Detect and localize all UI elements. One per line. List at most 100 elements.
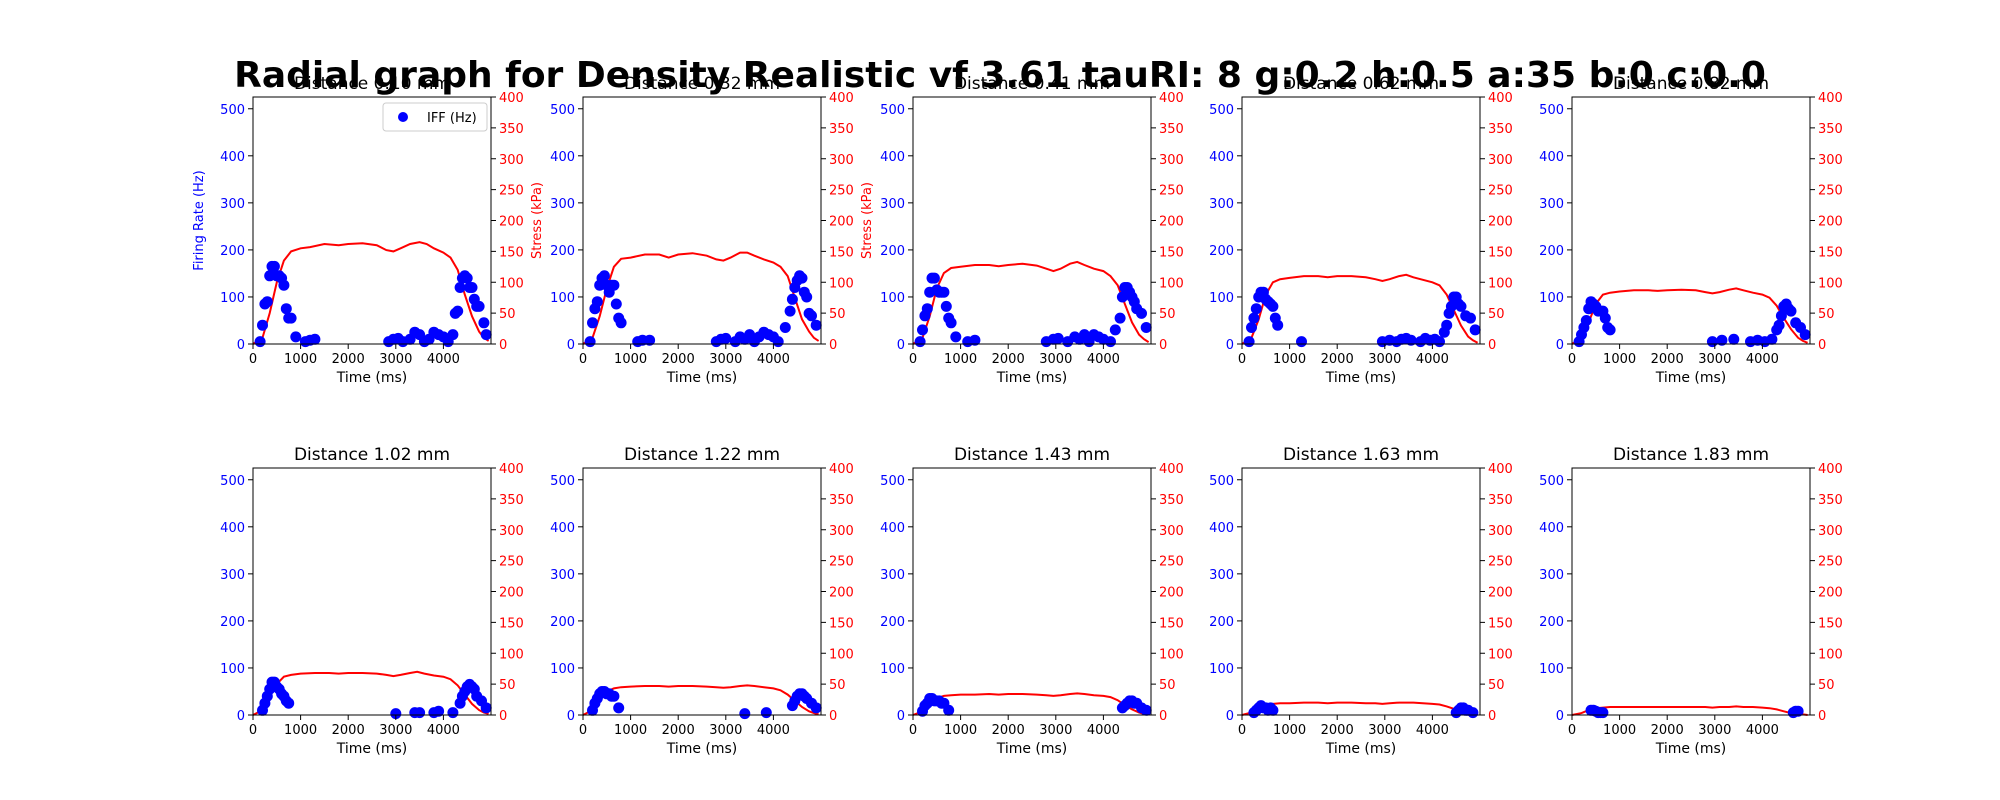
iff-point	[1136, 307, 1147, 319]
iff-point	[1296, 336, 1307, 348]
y-tick-label: 500	[880, 474, 905, 489]
axes-frame	[1571, 96, 1811, 345]
legend-box	[382, 102, 488, 132]
iff-point	[1773, 319, 1785, 331]
y2-tick-label: 400	[499, 462, 524, 477]
legend-marker	[398, 112, 408, 122]
y-tick-label: 0	[897, 709, 905, 724]
iff-point	[480, 329, 492, 341]
y2-tick-label: 250	[499, 555, 524, 570]
iff-point	[1248, 312, 1260, 324]
x-axis-label: Time (ms)	[336, 370, 408, 386]
iff-point	[779, 322, 791, 333]
iff-point	[1785, 305, 1797, 317]
y2-tick-label: 250	[1818, 555, 1843, 570]
y2-tick-label: 0	[1159, 709, 1167, 724]
y2-tick-label: 200	[1488, 586, 1513, 601]
y2-tick-label: 350	[1488, 493, 1513, 508]
iff-point	[1792, 705, 1804, 717]
subplot-3: 0 1000 2000 3000 4000 0 100 200 300 400 500 0 50 100 1…	[880, 74, 1184, 386]
y-tick-label: 400	[550, 521, 575, 536]
x-tick-label: 3000	[379, 723, 412, 738]
x-tick-label: 1000	[944, 723, 977, 738]
iff-point	[801, 291, 813, 303]
stress-line	[1571, 705, 1808, 716]
y2-tick-label: 50	[1488, 678, 1505, 693]
y-tick-label: 400	[1539, 521, 1564, 536]
y2-tick-label: 400	[1488, 91, 1513, 106]
iff-point	[584, 336, 596, 348]
y2-tick-label: 350	[499, 122, 524, 137]
y-tick-label: 100	[550, 662, 575, 677]
y2-tick-label: 250	[1488, 184, 1513, 199]
iff-point	[1728, 333, 1740, 345]
iff-point	[254, 336, 266, 348]
iff-point	[644, 334, 656, 346]
x-tick-label: 1000	[284, 723, 317, 738]
y-tick-label: 300	[1209, 568, 1234, 583]
y-tick-label: 300	[880, 568, 905, 583]
y2-tick-label: 200	[1159, 586, 1184, 601]
iff-point	[615, 317, 627, 329]
y2-axis-label: Stress (kPa)	[860, 182, 875, 259]
y-tick-label: 500	[1209, 103, 1234, 118]
x-tick-label: 4000	[757, 723, 790, 738]
x-tick-label: 3000	[1039, 723, 1072, 738]
x-tick-label: 4000	[427, 352, 460, 367]
y-tick-label: 100	[220, 291, 245, 306]
y-tick-label: 100	[1209, 662, 1234, 677]
x-tick-label: 4000	[1087, 723, 1120, 738]
y2-tick-label: 100	[1818, 276, 1843, 291]
y2-tick-label: 250	[1488, 555, 1513, 570]
y-tick-label: 200	[880, 244, 905, 259]
x-axis-label: Time (ms)	[1655, 741, 1727, 757]
y2-tick-label: 50	[829, 678, 846, 693]
axes-frame	[1241, 467, 1481, 716]
y-tick-label: 500	[550, 474, 575, 489]
iff-point	[447, 329, 459, 341]
iff-point	[928, 272, 940, 284]
x-tick-label: 1000	[614, 723, 647, 738]
iff-point	[1441, 319, 1453, 331]
x-tick-label: 2000	[992, 352, 1025, 367]
y2-tick-label: 0	[1488, 709, 1496, 724]
subplot-title: Distance 0.32 mm	[624, 74, 780, 94]
y-tick-label: 200	[550, 615, 575, 630]
x-tick-label: 4000	[757, 352, 790, 367]
x-tick-label: 0	[1568, 723, 1576, 738]
x-tick-label: 2000	[1321, 352, 1354, 367]
iff-point	[452, 305, 464, 317]
iff-point	[290, 331, 302, 343]
y-tick-label: 500	[1539, 474, 1564, 489]
iff-point	[1267, 300, 1279, 312]
y2-tick-label: 300	[829, 524, 854, 539]
iff-point	[1052, 332, 1064, 344]
iff-point	[1267, 704, 1279, 716]
x-tick-label: 0	[249, 352, 257, 367]
subplot-title: Distance 1.02 mm	[294, 445, 450, 465]
y2-tick-label: 100	[1818, 647, 1843, 662]
y-tick-label: 100	[550, 291, 575, 306]
y-tick-label: 0	[1226, 709, 1234, 724]
iff-point	[283, 697, 295, 709]
y-tick-label: 300	[220, 568, 245, 583]
x-tick-label: 0	[249, 723, 257, 738]
x-tick-label: 3000	[1368, 723, 1401, 738]
x-tick-label: 4000	[427, 723, 460, 738]
iff-point	[1799, 329, 1811, 341]
x-axis-label: Time (ms)	[1325, 741, 1397, 757]
y-tick-label: 100	[1539, 291, 1564, 306]
y2-tick-label: 50	[1818, 307, 1835, 322]
iff-point	[806, 310, 817, 322]
y2-tick-label: 350	[829, 493, 854, 508]
subplot-title: Distance 1.83 mm	[1613, 445, 1769, 465]
y2-tick-label: 50	[1159, 678, 1176, 693]
y2-tick-label: 150	[1818, 245, 1843, 260]
y2-tick-label: 350	[499, 493, 524, 508]
y-tick-label: 400	[220, 150, 245, 165]
y2-tick-label: 300	[499, 524, 524, 539]
y2-tick-label: 350	[829, 122, 854, 137]
iff-point	[478, 317, 490, 329]
iff-point	[950, 331, 962, 343]
y2-tick-label: 100	[1488, 647, 1513, 662]
